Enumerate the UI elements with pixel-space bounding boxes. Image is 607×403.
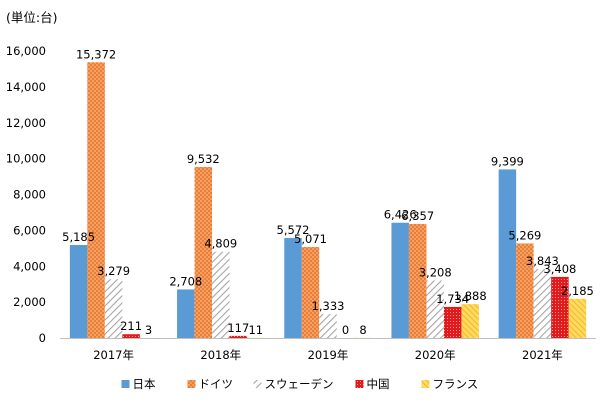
x-tick-label: 2020年 — [415, 348, 456, 362]
bar — [516, 243, 534, 338]
unit-label: (単位:台) — [6, 10, 57, 25]
legend-entry: 日本 — [133, 377, 156, 391]
data-label: 2,708 — [169, 274, 202, 288]
bar — [319, 314, 337, 338]
data-label: 5,269 — [508, 228, 541, 242]
data-label: 5,572 — [277, 223, 310, 237]
legend-swatch — [355, 380, 364, 388]
bar — [301, 247, 320, 338]
bar — [551, 276, 569, 338]
bar — [194, 167, 213, 338]
data-label: 211 — [120, 319, 142, 333]
data-label: 5,071 — [294, 232, 327, 246]
data-label: 5,185 — [62, 230, 95, 244]
legend-entry: 中国 — [367, 377, 390, 391]
data-label: 2,185 — [561, 284, 594, 298]
data-label: 1,888 — [454, 289, 487, 303]
y-tick-label: 10,000 — [6, 152, 46, 166]
bars — [69, 62, 587, 339]
legend-swatch — [121, 380, 130, 388]
bar — [87, 62, 105, 339]
data-label: 6,426 — [384, 208, 417, 222]
y-tick-label: 2,000 — [13, 295, 46, 309]
legend: 日本 ドイツ スウェーデン 中国 フランス — [121, 377, 479, 391]
data-label: 4,809 — [204, 237, 237, 251]
legend-swatch — [421, 380, 430, 388]
bar — [229, 335, 248, 338]
y-tick-label: 16,000 — [6, 44, 46, 58]
bar — [461, 304, 479, 338]
data-label: 117 — [227, 321, 249, 335]
bar — [408, 223, 427, 338]
y-tick-label: 6,000 — [13, 223, 46, 237]
y-tick-label: 4,000 — [13, 259, 46, 273]
bar — [568, 298, 587, 338]
legend-entry: スウェーデン — [265, 377, 334, 391]
bar — [498, 169, 517, 338]
data-label: 8 — [359, 323, 366, 337]
x-tick-label: 2017年 — [93, 348, 134, 362]
x-tick-label: 2019年 — [308, 348, 349, 362]
y-tick-label: 14,000 — [6, 80, 46, 94]
bar — [284, 238, 302, 338]
bar — [122, 334, 140, 338]
bar — [533, 269, 552, 338]
data-label: 15,372 — [76, 47, 116, 61]
legend-entry: フランス — [433, 377, 479, 391]
y-tick-label: 0 — [39, 331, 46, 345]
data-label: 3,408 — [543, 262, 576, 276]
y-axis-ticks: 0 2,000 4,000 6,000 8,000 10,000 12,000 14,000 1… — [6, 44, 46, 345]
data-label: 3,208 — [419, 265, 452, 279]
x-tick-label: 2018年 — [200, 348, 241, 362]
data-label: 3,843 — [526, 254, 559, 268]
data-label: 3 — [145, 323, 152, 337]
bar — [212, 251, 230, 338]
data-label: 9,399 — [491, 154, 524, 168]
x-tick-label: 2021年 — [522, 348, 563, 362]
data-label: 3,279 — [97, 264, 130, 278]
bar — [177, 289, 195, 338]
y-tick-label: 8,000 — [13, 188, 46, 202]
data-label: 6,357 — [401, 209, 434, 223]
data-label: 9,532 — [187, 152, 220, 166]
data-labels: 5,185 15,372 3,279 211 3 2,708 9,532 4,809 117 11… — [62, 47, 594, 337]
legend-entry: ドイツ — [199, 377, 234, 391]
data-label: 11 — [248, 323, 263, 337]
legend-swatch — [253, 380, 262, 388]
bar — [391, 222, 409, 338]
data-label: 1,333 — [312, 299, 345, 313]
legend-swatch — [187, 380, 196, 388]
y-tick-label: 12,000 — [6, 116, 46, 130]
bar — [69, 244, 88, 338]
x-axis-ticks: 2017年 2018年 2019年 2020年 2021年 — [93, 348, 563, 362]
data-label: 0 — [342, 323, 349, 337]
bar — [104, 279, 123, 338]
bar — [443, 306, 462, 338]
data-label: 1,734 — [436, 292, 469, 306]
bar — [426, 280, 444, 338]
